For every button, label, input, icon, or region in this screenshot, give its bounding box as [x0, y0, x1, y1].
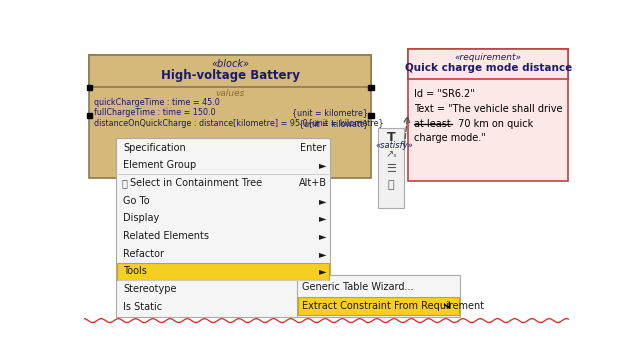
Text: ►: ►: [319, 249, 327, 259]
Text: distanceOnQuickCharge : distance[kilometre] = 95.0{unit = kilometre}: distanceOnQuickCharge : distance[kilomet…: [94, 119, 384, 128]
Text: Refactor: Refactor: [123, 249, 164, 259]
FancyBboxPatch shape: [117, 263, 329, 280]
Text: «requirement»: «requirement»: [455, 53, 522, 62]
Text: Extract Constraint From Requirement: Extract Constraint From Requirement: [302, 301, 484, 311]
Text: ☰: ☰: [386, 164, 396, 174]
FancyBboxPatch shape: [297, 276, 460, 317]
Text: ↗ₛ: ↗ₛ: [385, 149, 397, 159]
Bar: [368, 112, 374, 118]
Text: Alt+B: Alt+B: [299, 178, 327, 188]
Text: ►: ►: [319, 266, 327, 276]
Text: ►: ►: [319, 161, 327, 170]
Text: Generic Table Wizard...: Generic Table Wizard...: [302, 282, 413, 292]
Text: Element Group: Element Group: [123, 161, 196, 170]
Text: ►: ►: [319, 213, 327, 223]
Text: {unit = kilowatt}: {unit = kilowatt}: [299, 119, 368, 128]
Text: 70 km on quick: 70 km on quick: [455, 119, 533, 128]
Bar: [368, 84, 374, 90]
Text: {unit = kilometre}: {unit = kilometre}: [292, 108, 368, 118]
FancyBboxPatch shape: [378, 128, 404, 207]
Bar: [87, 84, 92, 90]
Text: ►: ►: [319, 196, 327, 206]
Text: Go To: Go To: [123, 196, 150, 206]
Text: values: values: [215, 89, 245, 98]
FancyBboxPatch shape: [89, 55, 371, 178]
Text: fullChargeTime : time = 150.0: fullChargeTime : time = 150.0: [94, 108, 216, 118]
Text: Id = "SR6.2": Id = "SR6.2": [414, 90, 475, 99]
Text: Is Static: Is Static: [123, 302, 162, 312]
Text: High-voltage Battery: High-voltage Battery: [161, 68, 299, 82]
Text: Enter: Enter: [300, 143, 327, 153]
Text: «block»: «block»: [211, 59, 249, 69]
Text: Display: Display: [123, 213, 159, 223]
Text: «satisfy»: «satisfy»: [375, 141, 413, 150]
Text: Select in Containment Tree: Select in Containment Tree: [131, 178, 262, 188]
Text: T: T: [387, 131, 396, 144]
Text: at least: at least: [414, 119, 450, 128]
Text: ►: ►: [319, 231, 327, 241]
FancyBboxPatch shape: [89, 55, 371, 87]
Text: Related Elements: Related Elements: [123, 231, 209, 241]
Text: ⎘: ⎘: [122, 178, 127, 188]
Text: charge mode.": charge mode.": [414, 133, 485, 143]
Text: Specification: Specification: [123, 143, 186, 153]
Text: Quick charge mode distance: Quick charge mode distance: [404, 63, 572, 73]
Bar: [87, 112, 92, 118]
FancyBboxPatch shape: [298, 297, 459, 315]
Text: quickChargeTime : time = 45.0: quickChargeTime : time = 45.0: [94, 98, 220, 107]
FancyBboxPatch shape: [116, 138, 331, 317]
Text: Tools: Tools: [123, 266, 147, 276]
Text: Stereotype: Stereotype: [123, 284, 176, 294]
FancyBboxPatch shape: [408, 49, 568, 181]
FancyBboxPatch shape: [408, 49, 568, 79]
Text: Text = "The vehicle shall drive: Text = "The vehicle shall drive: [414, 104, 562, 114]
Text: ⛓: ⛓: [388, 180, 394, 190]
